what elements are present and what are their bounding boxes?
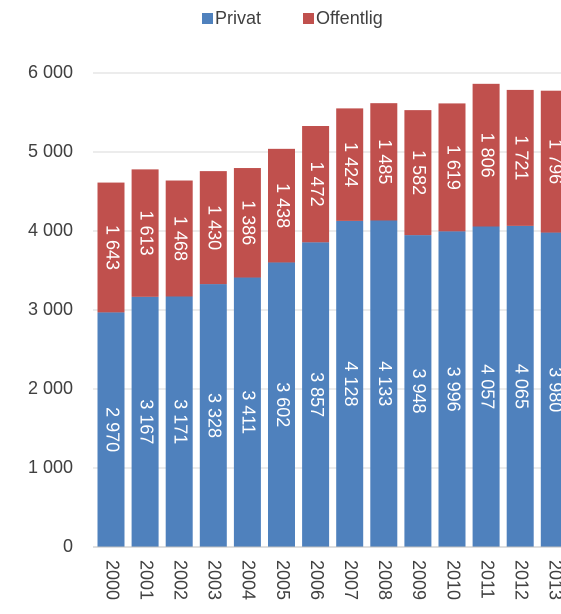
bar-segment xyxy=(540,232,561,547)
data-label: 1 424 xyxy=(341,142,361,187)
data-label: 1 643 xyxy=(102,225,122,270)
data-label: 3 996 xyxy=(443,367,463,412)
x-tick-label: 2008 xyxy=(375,560,395,600)
x-tick-label: 2007 xyxy=(341,560,361,600)
x-tick-label: 2004 xyxy=(239,560,259,600)
legend-label: Privat xyxy=(215,8,261,28)
y-tick-label: 4 000 xyxy=(28,220,73,240)
data-label: 3 980 xyxy=(546,367,561,412)
bar-segment xyxy=(97,182,125,313)
bar-segment xyxy=(131,169,159,297)
data-label: 3 411 xyxy=(239,390,259,434)
bar-segment xyxy=(336,220,364,547)
bar-segment xyxy=(302,126,330,243)
x-tick-label: 2012 xyxy=(511,560,531,600)
bar-segment xyxy=(370,103,398,221)
x-tick-label: 2011 xyxy=(477,560,497,599)
bar-segment xyxy=(165,180,193,297)
x-tick-label: 2003 xyxy=(205,560,225,600)
y-tick-label: 5 000 xyxy=(28,141,73,161)
y-tick-label: 3 000 xyxy=(28,299,73,319)
bar-segment xyxy=(97,312,125,547)
x-tick-label: 2009 xyxy=(409,560,429,600)
y-tick-label: 1 000 xyxy=(28,457,73,477)
bar-segment xyxy=(233,168,261,278)
data-label: 4 057 xyxy=(477,364,497,409)
data-label: 3 857 xyxy=(307,372,327,417)
x-tick-label: 2000 xyxy=(102,560,122,600)
bar-segment xyxy=(199,284,227,547)
bar-segment xyxy=(131,296,159,547)
y-tick-label: 6 000 xyxy=(28,62,73,82)
data-label: 3 167 xyxy=(136,399,156,444)
bar-segment xyxy=(540,90,561,233)
bar-segment xyxy=(404,235,432,547)
bar-segment xyxy=(472,83,500,227)
data-label: 3 328 xyxy=(205,393,225,438)
bar-segment xyxy=(438,103,466,232)
bar-segment xyxy=(370,220,398,548)
data-label: 1 796 xyxy=(546,139,561,184)
data-label: 1 485 xyxy=(375,139,395,184)
data-label: 1 472 xyxy=(307,162,327,207)
data-label: 4 133 xyxy=(375,361,395,406)
bar-segment xyxy=(472,226,500,547)
x-tick-label: 2002 xyxy=(170,560,190,600)
data-label: 1 468 xyxy=(170,216,190,261)
y-tick-label: 2 000 xyxy=(28,378,73,398)
data-label: 1 430 xyxy=(205,205,225,250)
bar-segment xyxy=(165,296,193,547)
bar-segment xyxy=(336,108,364,221)
legend-label: Offentlig xyxy=(316,8,383,28)
bar-segment xyxy=(438,231,466,548)
bar-segment xyxy=(268,262,295,547)
data-label: 1 386 xyxy=(239,200,259,245)
data-label: 1 721 xyxy=(511,135,531,180)
x-tick-label: 2005 xyxy=(273,560,293,600)
data-label: 3 948 xyxy=(409,369,429,414)
bar-segment xyxy=(302,242,330,547)
x-tick-label: 2001 xyxy=(136,560,156,600)
bar-segment xyxy=(506,225,534,548)
y-tick-label: 0 xyxy=(63,536,73,556)
data-label: 3 171 xyxy=(170,399,190,444)
data-label: 2 970 xyxy=(102,407,122,452)
data-label: 1 806 xyxy=(477,133,497,178)
data-label: 3 602 xyxy=(273,382,293,427)
x-tick-label: 2010 xyxy=(443,560,463,600)
data-label: 1 582 xyxy=(409,150,429,195)
bar-segment xyxy=(268,148,295,263)
bar-segment xyxy=(233,277,261,547)
legend-swatch xyxy=(303,13,314,24)
data-label: 1 619 xyxy=(443,145,463,190)
bar-segment xyxy=(506,89,534,226)
bar-segment xyxy=(404,110,432,236)
data-label: 1 613 xyxy=(136,211,156,256)
x-tick-label: 2006 xyxy=(307,560,327,600)
data-label: 4 065 xyxy=(511,364,531,409)
x-tick-label: 2013 xyxy=(546,560,561,600)
bar-segment xyxy=(199,171,227,285)
data-label: 1 438 xyxy=(273,183,293,228)
data-label: 4 128 xyxy=(341,361,361,406)
legend-swatch xyxy=(202,13,213,24)
